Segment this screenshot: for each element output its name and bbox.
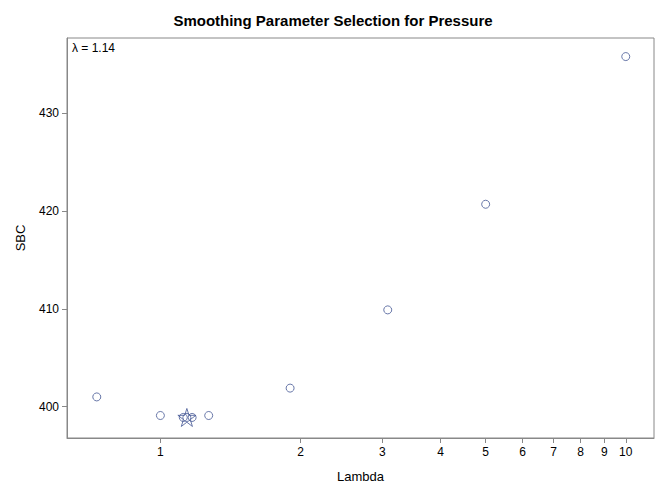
svg-text:5: 5: [482, 445, 489, 459]
svg-text:6: 6: [519, 445, 526, 459]
svg-text:8: 8: [577, 445, 584, 459]
svg-text:4: 4: [437, 445, 444, 459]
svg-text:Smoothing Parameter Selection: Smoothing Parameter Selection for Pressu…: [173, 12, 492, 29]
svg-text:3: 3: [379, 445, 386, 459]
svg-text:7: 7: [550, 445, 557, 459]
svg-text:410: 410: [39, 302, 59, 316]
svg-text:430: 430: [39, 106, 59, 120]
svg-text:10: 10: [619, 445, 633, 459]
svg-text:2: 2: [297, 445, 304, 459]
svg-text:420: 420: [39, 204, 59, 218]
svg-text:9: 9: [601, 445, 608, 459]
svg-text:400: 400: [39, 400, 59, 414]
svg-text:SBC: SBC: [13, 225, 28, 252]
svg-text:1: 1: [157, 445, 164, 459]
svg-text:Lambda: Lambda: [337, 469, 385, 484]
svg-text:λ = 1.14: λ = 1.14: [72, 41, 115, 55]
